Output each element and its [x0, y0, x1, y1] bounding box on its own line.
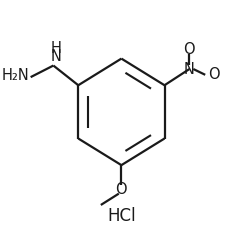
Text: N: N — [50, 49, 61, 64]
Text: H₂N: H₂N — [2, 69, 30, 83]
Text: H: H — [50, 41, 61, 56]
Text: O: O — [116, 182, 127, 197]
Text: O: O — [208, 67, 219, 82]
Text: N: N — [184, 62, 195, 76]
Text: O: O — [184, 42, 195, 57]
Text: HCl: HCl — [107, 207, 136, 225]
